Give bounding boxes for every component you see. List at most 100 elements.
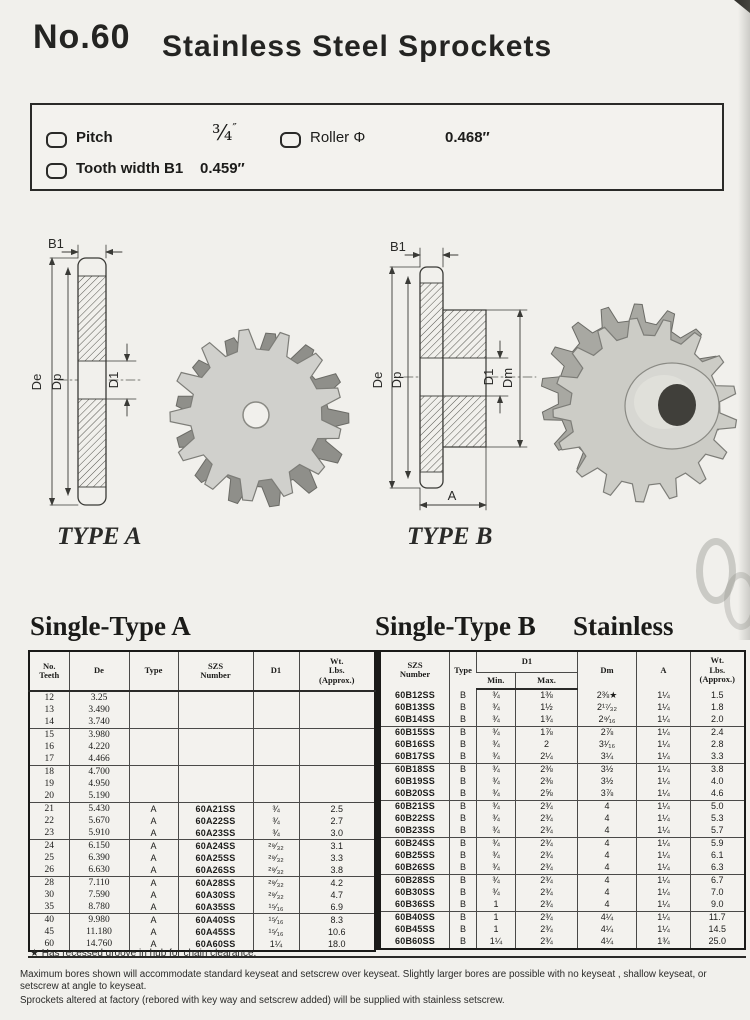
table-row: 60B20SS B ¾ 2⅝ 3⅞ 1¼ 4.6 bbox=[379, 787, 745, 800]
type-b-table: SZS Number Type D1 Dm A Wt. Lbs. (Approx… bbox=[376, 650, 746, 950]
table-row: 15 3.980 bbox=[29, 728, 375, 741]
table-row: 14 3.740 bbox=[29, 716, 375, 729]
col-header: Type bbox=[449, 651, 477, 689]
bore-hole bbox=[658, 384, 696, 426]
table-row: 18 4.700 bbox=[29, 765, 375, 778]
table-row: 60B36SS B 1 2¾ 4 1¼ 9.0 bbox=[379, 898, 745, 911]
bore-hole bbox=[242, 401, 270, 429]
table-row: 25 6.390 A 60A25SS ²⁹⁄₃₂ 3.3 bbox=[29, 852, 375, 864]
sprocket-diagrams: B1 De Dp D1 B1 bbox=[29, 236, 738, 511]
roller-value: 0.468″ bbox=[445, 129, 490, 146]
dim-label-d1: D1 bbox=[106, 372, 121, 389]
right-table-title: Single-Type B bbox=[375, 611, 536, 641]
col-header: Dm bbox=[577, 651, 637, 689]
table-row: 45 11.180 A 60A45SS ¹⁵⁄₁₆ 10.6 bbox=[29, 926, 375, 938]
table-row: 60B13SS B ¾ 1½ 2¹⁷⁄₃₂ 1¼ 1.8 bbox=[379, 701, 745, 714]
table-row: 60B17SS B ¾ 2¼ 3¼ 1¼ 3.3 bbox=[379, 750, 745, 763]
type-b-label: TYPE B bbox=[407, 523, 493, 550]
table-row: 60B15SS B ¾ 1⅞ 2⅞ 1¼ 2.4 bbox=[378, 725, 745, 739]
table-row: 60B19SS B ¾ 2⅜ 3½ 1¼ 4.0 bbox=[379, 775, 745, 788]
col-header: Wt. Lbs. (Approx.) bbox=[298, 651, 375, 692]
type-a-table: No. Teeth De Type SZS Number D1 Wt. Lbs.… bbox=[28, 650, 376, 952]
bullet-box-icon bbox=[46, 163, 67, 179]
table-row: 60B45SS B 1 2¾ 4¼ 1¼ 14.5 bbox=[379, 923, 745, 936]
dim-label-de: De bbox=[29, 374, 44, 391]
col-header: A bbox=[636, 651, 691, 689]
table-row: 60B18SS B ¾ 2⅜ 3½ 1¼ 3.8 bbox=[378, 762, 745, 776]
dim-label-b1: B1 bbox=[48, 236, 64, 251]
page-edge-shadow bbox=[738, 0, 750, 640]
table-row: 35 8.780 A 60A35SS ¹⁵⁄₁₆ 6.9 bbox=[29, 901, 375, 914]
col-header: D1 bbox=[476, 651, 578, 673]
roller-label: Roller Φ bbox=[310, 129, 366, 146]
table-row: 12 3.25 bbox=[29, 691, 375, 704]
dim-label-dm: Dm bbox=[500, 368, 515, 388]
pitch-label: Pitch bbox=[76, 129, 113, 146]
col-header: SZS Number bbox=[177, 651, 253, 692]
table-row: 60B28SS B ¾ 2¾ 4 1¼ 6.7 bbox=[378, 873, 745, 887]
table-row: 60B21SS B ¾ 2¾ 4 1¼ 5.0 bbox=[378, 799, 745, 813]
table-row: 21 5.430 A 60A21SS ¾ 2.5 bbox=[29, 802, 375, 815]
table-row: 40 9.980 A 60A40SS ¹⁵⁄₁₆ 8.3 bbox=[29, 913, 375, 926]
type-a-table-body: 12 3.25 13 3.490 14 3.740 15 3.980 16 4.220 17 4.46… bbox=[29, 691, 375, 951]
pitch-value: ¾″ bbox=[212, 121, 237, 145]
type-b-photo bbox=[540, 303, 738, 503]
table-row: 16 4.220 bbox=[29, 741, 375, 753]
col-header: D1 bbox=[252, 651, 299, 692]
catalog-number: No.60 bbox=[33, 18, 131, 56]
type-a-drawing: B1 De Dp D1 bbox=[29, 236, 143, 506]
footnote-paragraphs: Maximum bores shown will accommodate sta… bbox=[20, 969, 734, 1010]
star-footnote: ★ Has recessed groove in hub for chain c… bbox=[30, 948, 257, 959]
dim-label-a: A bbox=[448, 488, 457, 503]
table-row: 60B22SS B ¾ 2¾ 4 1¼ 5.3 bbox=[379, 812, 745, 825]
table-row: 60B30SS B ¾ 2¾ 4 1¼ 7.0 bbox=[379, 886, 745, 899]
footnote-max-bores: Maximum bores shown will accommodate sta… bbox=[20, 969, 707, 992]
col-header: Type bbox=[128, 651, 178, 692]
dim-label-dp: Dp bbox=[49, 374, 64, 391]
col-header: SZS Number bbox=[399, 659, 431, 680]
table-row: 60B40SS B 1 2¾ 4¼ 1¼ 11.7 bbox=[378, 910, 745, 924]
tooth-width-label: Tooth width B1 bbox=[76, 160, 184, 177]
bleed-through-mark bbox=[696, 538, 736, 604]
footnote-altered: Sprockets altered at factory (rebored wi… bbox=[20, 995, 505, 1006]
table-row: 60B14SS B ¾ 1¾ 2⁹⁄₁₆ 1¼ 2.0 bbox=[379, 713, 745, 726]
table-row: 60B12SS B ¾ 1⅜ 2⅜★ 1¼ 1.5 bbox=[379, 688, 745, 702]
bleed-through-mark bbox=[724, 572, 750, 630]
type-b-drawing: B1 De Dp D1 Dm A bbox=[370, 239, 537, 511]
tooth-width-value: 0.459″ bbox=[200, 160, 245, 177]
sprocket-tables: No. Teeth De Type SZS Number D1 Wt. Lbs.… bbox=[28, 650, 746, 958]
bullet-box-icon bbox=[280, 132, 301, 148]
dim-label-b1: B1 bbox=[390, 239, 406, 254]
table-row: 13 3.490 bbox=[29, 704, 375, 716]
dim-label-de: De bbox=[370, 372, 385, 389]
table-row: 20 5.190 bbox=[29, 790, 375, 803]
table-row: 19 4.950 bbox=[29, 778, 375, 790]
table-row: 60B23SS B ¾ 2¾ 4 1¼ 5.7 bbox=[379, 824, 745, 837]
type-a-photo bbox=[169, 328, 350, 508]
table-row: 60 14.760 A 60A60SS 1¼ 18.0 bbox=[29, 938, 375, 951]
table-row: 23 5.910 A 60A23SS ¾ 3.0 bbox=[29, 827, 375, 840]
col-header: Min. bbox=[476, 672, 516, 690]
table-row: 22 5.670 A 60A22SS ¾ 2.7 bbox=[29, 815, 375, 827]
dim-label-d1: D1 bbox=[481, 369, 496, 386]
table-row: 30 7.590 A 60A30SS ²⁹⁄₃₂ 4.7 bbox=[29, 889, 375, 901]
left-table-title: Single-Type A bbox=[30, 611, 191, 641]
table-row: 60B24SS B ¾ 2¾ 4 1¼ 5.9 bbox=[378, 836, 745, 850]
col-header: No. Teeth bbox=[29, 651, 69, 692]
col-header: De bbox=[68, 651, 129, 692]
table-row: 60B16SS B ¾ 2 3¹⁄₁₆ 1¼ 2.8 bbox=[379, 738, 745, 751]
table-row: 17 4.466 bbox=[29, 753, 375, 766]
table-row: 26 6.630 A 60A26SS ²⁹⁄₃₂ 3.8 bbox=[29, 864, 375, 877]
type-b-table-body: 60B12SS B ¾ 1⅜ 2⅜★ 1¼ 1.5 60B13SS B ¾ 1½ 2¹⁷⁄₃₂ 1¼ 1.… bbox=[378, 688, 745, 949]
dim-label-dp: Dp bbox=[389, 372, 404, 389]
table-row: 60B26SS B ¾ 2¾ 4 1¼ 6.3 bbox=[379, 861, 745, 874]
table-row: 60B25SS B ¾ 2¾ 4 1¼ 6.1 bbox=[379, 849, 745, 862]
page-title: Stainless Steel Sprockets bbox=[162, 30, 553, 63]
col-header: Wt. Lbs. (Approx.) bbox=[690, 651, 745, 689]
bullet-box-icon bbox=[46, 132, 67, 148]
col-header: Max. bbox=[515, 672, 578, 690]
material-title: Stainless bbox=[573, 611, 674, 641]
table-row: 24 6.150 A 60A24SS ²⁹⁄₃₂ 3.1 bbox=[29, 839, 375, 852]
table-row: 28 7.110 A 60A28SS ²⁹⁄₃₂ 4.2 bbox=[29, 876, 375, 889]
